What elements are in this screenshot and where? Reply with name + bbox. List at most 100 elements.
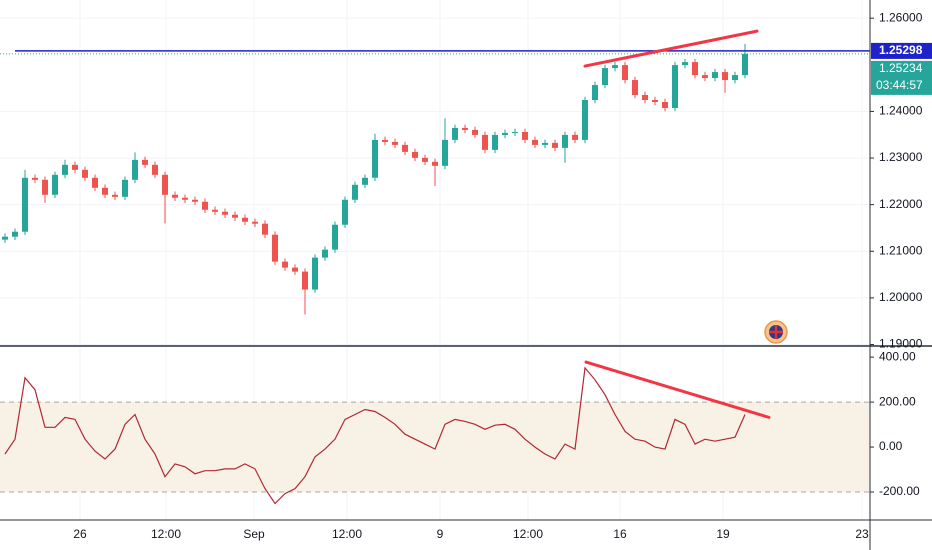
candle-body [702,75,708,79]
plot-layer [0,0,870,519]
candle-body [142,159,148,165]
trend-line [583,29,759,68]
trend-line [584,360,771,419]
candle-body [552,142,558,148]
indicator-line [4,366,746,505]
y-tick-label: 1.23000 [879,150,923,164]
x-tick-label: 19 [716,527,730,541]
candle-body [352,184,358,200]
candle-body [62,164,68,175]
y-tick-label: 1.19000 [879,337,923,351]
candle-body [452,127,458,140]
candle-body [92,177,98,188]
candle-body [682,62,688,66]
price-label: 1.25298 [879,43,923,57]
candle-body [622,65,628,81]
candle-body [102,187,108,195]
candle-body [42,179,48,195]
candle-body [602,68,608,86]
candle-body [32,177,38,180]
x-tick-label: Sep [243,527,265,541]
candle-body [572,134,578,140]
y-tick-label: 1.22000 [879,197,923,211]
y-tick-label: 400.00 [879,349,916,363]
candle-body [182,197,188,200]
candle-body [442,139,448,166]
candle-body [302,271,308,290]
candle-body [662,102,668,108]
candle-body [292,267,298,272]
candle-body [482,134,488,150]
x-tick-label: 9 [437,527,444,541]
candle-body [672,65,678,108]
x-tick-label: 12:00 [332,527,362,541]
candle-body [642,95,648,101]
candle-body [222,211,228,215]
candle-body [422,157,428,162]
x-tick-label: 12:00 [151,527,181,541]
candle-body [562,134,568,148]
candle-body [132,159,138,180]
band-fill [0,402,870,493]
candle-body [272,234,278,262]
y-tick-label: 1.24000 [879,104,923,118]
x-tick-label: 26 [73,527,87,541]
candle-body [322,249,328,258]
candle-body [82,169,88,178]
y-tick-label: 1.26000 [879,10,923,24]
candle-body [342,199,348,225]
candle-body [262,223,268,235]
candle-body [712,72,718,79]
y-tick-label: 1.20000 [879,290,923,304]
candle-body [12,231,18,237]
candle-body [282,261,288,268]
y-tick-label: 0.00 [879,439,903,453]
candle-body [402,144,408,152]
candle-body [462,127,468,130]
x-tick-label: 23 [855,527,869,541]
x-tick-label: 12:00 [513,527,543,541]
candle-body [362,177,368,185]
candle-body [522,131,528,140]
candle-body [2,236,8,240]
candle-body [232,214,238,218]
candle-body [542,142,548,145]
x-tick-label: 16 [613,527,627,541]
candle-body [472,129,478,135]
flag-icon [764,320,788,344]
candle-body [632,80,638,96]
candle-body [392,141,398,145]
price-label-box [871,42,932,59]
candle-body [72,164,78,170]
price-label: 1.25234 [879,61,923,75]
candle-body [332,224,338,250]
price-label-box [871,60,932,95]
candle-body [162,174,168,195]
candle-body [372,139,378,178]
y-tick-label: 1.21000 [879,243,923,257]
candle-body [692,62,698,76]
candle-body [202,201,208,210]
candle-body [382,139,388,142]
candle-body [612,65,618,69]
candle-body [432,161,438,166]
candle-body [532,139,538,145]
candle-body [212,209,218,212]
candle-body [152,164,158,175]
candle-body [312,257,318,290]
candle-body [492,134,498,150]
candle-body [192,199,198,202]
countdown-label: 03:44:57 [876,78,923,92]
candle-body [52,174,58,195]
candle-body [122,179,128,197]
y-tick-label: 200.00 [879,394,916,408]
candle-body [242,217,248,222]
candle-body [652,100,658,103]
candle-body [172,194,178,198]
candle-body [732,75,738,81]
candle-body [112,194,118,197]
candle-body [742,53,748,76]
candle-body [412,151,418,158]
candle-body [22,177,28,232]
